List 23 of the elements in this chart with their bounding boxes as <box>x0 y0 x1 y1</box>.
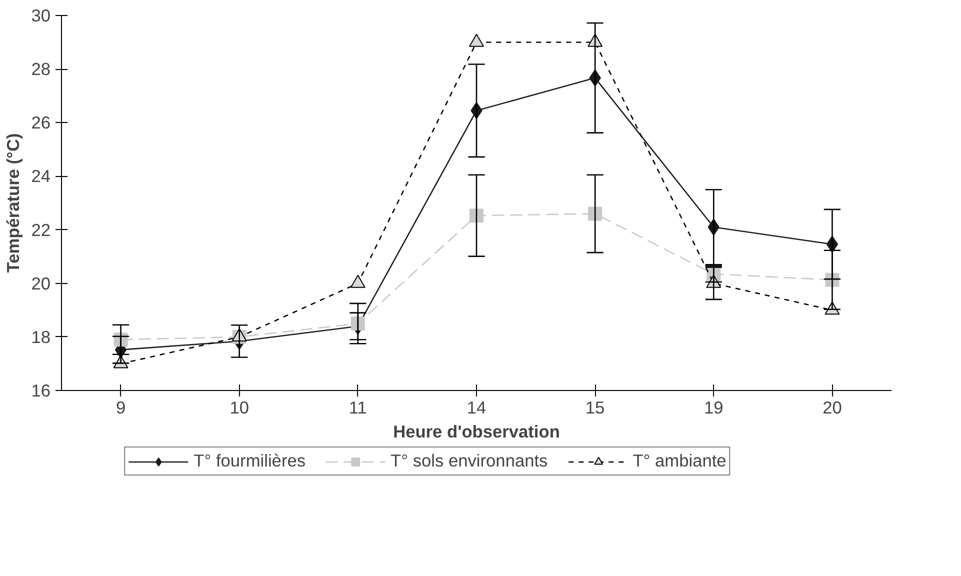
legend-label: T° fourmilières <box>194 450 306 472</box>
x-tick-label: 10 <box>230 398 249 418</box>
x-tick-label: 20 <box>822 398 842 418</box>
x-tick-label: 9 <box>116 398 126 418</box>
x-tick-label: 14 <box>466 398 486 418</box>
y-tick-label: 16 <box>31 380 51 400</box>
y-tick-label: 30 <box>31 6 51 26</box>
y-tick-label: 20 <box>31 273 51 294</box>
y-tick-label: 26 <box>31 112 51 133</box>
point <box>350 316 365 331</box>
y-tick-label: 28 <box>31 59 51 80</box>
y-tick-label: 22 <box>31 220 51 240</box>
y-axis-title: Température (°C) <box>3 133 24 273</box>
y-tick-label: 24 <box>31 166 51 186</box>
x-axis-title: Heure d'observation <box>393 422 560 442</box>
x-tick-label: 19 <box>704 398 724 418</box>
point <box>470 208 484 223</box>
x-tick-label: 11 <box>348 398 367 418</box>
x-tick-label: 15 <box>585 398 605 418</box>
legend-label: T° sols environnants <box>390 450 548 472</box>
y-tick-label: 18 <box>31 326 51 347</box>
legend-label: T° ambiante <box>632 450 726 472</box>
point <box>588 206 602 221</box>
